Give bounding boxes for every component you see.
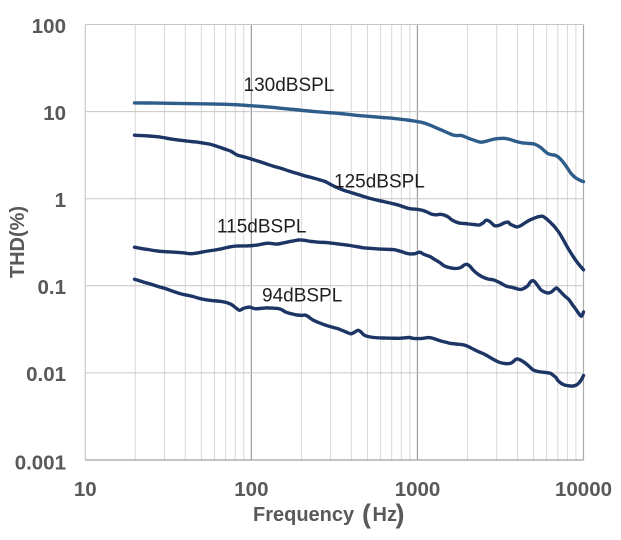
svg-text:94dBSPL: 94dBSPL [262,286,342,307]
svg-text:(: ( [362,499,371,529]
svg-text:0.1: 0.1 [38,276,67,299]
svg-text:Hz: Hz [373,504,397,526]
svg-text:10000: 10000 [555,478,612,501]
svg-text:125dBSPL: 125dBSPL [334,171,425,192]
svg-text:0.01: 0.01 [26,363,66,386]
svg-text:THD(%): THD(%) [7,206,29,278]
svg-text:100: 100 [32,15,66,38]
svg-text:130dBSPL: 130dBSPL [244,75,335,96]
svg-text:0.001: 0.001 [15,451,66,474]
svg-text:10: 10 [43,102,66,125]
svg-text:115dBSPL: 115dBSPL [217,216,306,237]
svg-text:1000: 1000 [395,478,441,501]
svg-text:100: 100 [234,478,268,501]
svg-text:Frequency: Frequency [253,504,355,526]
svg-text:): ) [396,499,405,529]
svg-text:1: 1 [55,189,66,212]
svg-text:10: 10 [74,478,97,501]
